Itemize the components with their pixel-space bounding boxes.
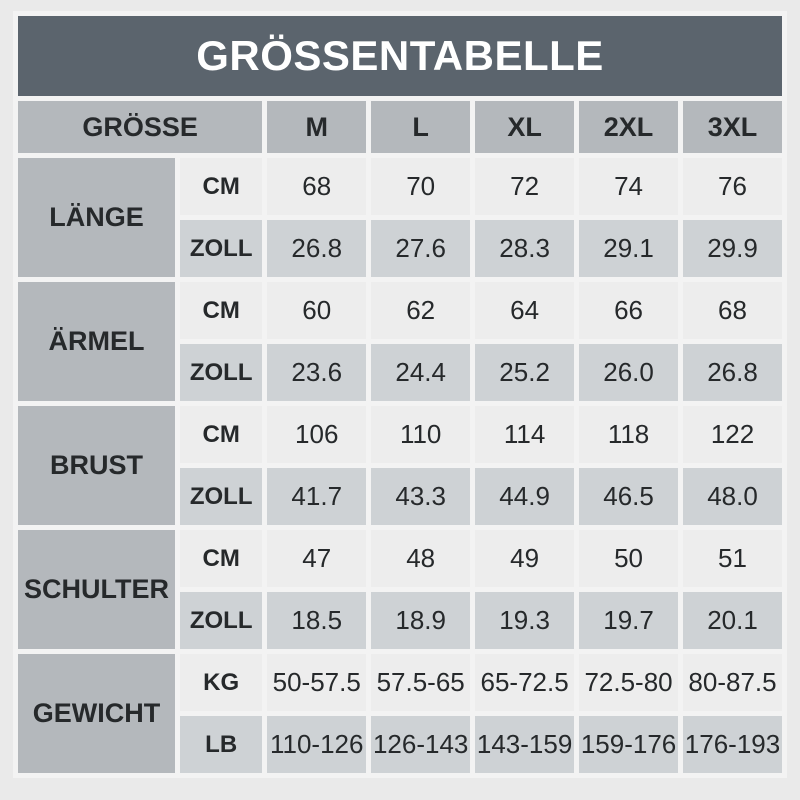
size-value-cell: 24.4 <box>371 344 471 401</box>
size-value-cell: 110 <box>371 406 471 463</box>
category-label: GEWICHT <box>18 654 176 773</box>
size-column-header-2xl: 2XL <box>579 101 679 153</box>
size-value-cell: 20.1 <box>683 592 782 649</box>
size-value-cell: 62 <box>371 282 471 339</box>
size-value-cell: 80-87.5 <box>683 654 782 711</box>
size-value-cell: 25.2 <box>475 344 575 401</box>
size-value-cell: 29.1 <box>579 220 679 277</box>
unit-label: CM <box>180 158 263 215</box>
measurement-row: BRUST CM 106 110 114 118 122 <box>18 406 782 525</box>
size-value-cell: 74 <box>579 158 679 215</box>
size-column-header-l: L <box>371 101 471 153</box>
size-value-cell: 76 <box>683 158 782 215</box>
page-title: GRÖSSENTABELLE <box>18 16 782 96</box>
size-value-cell: 44.9 <box>475 468 575 525</box>
measurement-row: GEWICHT KG 50-57.5 57.5-65 65-72.5 72.5-80 80-… <box>18 654 782 773</box>
size-value-cell: 51 <box>683 530 782 587</box>
unit-label: ZOLL <box>180 220 263 277</box>
unit-label: ZOLL <box>180 468 263 525</box>
size-value-cell: 72.5-80 <box>579 654 679 711</box>
size-value-cell: 19.7 <box>579 592 679 649</box>
measurement-row: LÄNGE CM 68 70 72 74 76 <box>18 158 782 277</box>
size-header-row: GRÖSSE M L XL 2XL 3XL <box>18 101 782 153</box>
size-value-cell: 68 <box>267 158 367 215</box>
size-value-cell: 28.3 <box>475 220 575 277</box>
category-label: LÄNGE <box>18 158 176 277</box>
unit-label: CM <box>180 406 263 463</box>
size-column-header-xl: XL <box>475 101 575 153</box>
size-value-cell: 26.0 <box>579 344 679 401</box>
size-value-cell: 50 <box>579 530 679 587</box>
size-value-cell: 143-159 <box>475 716 575 773</box>
size-chart-table: GRÖSSENTABELLE GRÖSSE M L XL 2XL 3XL LÄN… <box>13 11 787 778</box>
unit-label: CM <box>180 530 263 587</box>
size-value-cell: 114 <box>475 406 575 463</box>
measurement-row: ZOLL 41.7 43.3 44.9 46.5 48.0 <box>18 468 782 525</box>
category-label: SCHULTER <box>18 530 176 649</box>
measurement-row: ZOLL 23.6 24.4 25.2 26.0 26.8 <box>18 344 782 401</box>
size-value-cell: 64 <box>475 282 575 339</box>
size-value-cell: 48.0 <box>683 468 782 525</box>
unit-label: ZOLL <box>180 592 263 649</box>
measurement-row: ÄRMEL CM 60 62 64 66 68 <box>18 282 782 401</box>
measurement-row: SCHULTER CM 47 48 49 50 51 <box>18 530 782 649</box>
size-value-cell: 27.6 <box>371 220 471 277</box>
size-value-cell: 41.7 <box>267 468 367 525</box>
size-value-cell: 43.3 <box>371 468 471 525</box>
size-value-cell: 66 <box>579 282 679 339</box>
measurement-row: ZOLL 18.5 18.9 19.3 19.7 20.1 <box>18 592 782 649</box>
size-value-cell: 122 <box>683 406 782 463</box>
size-value-cell: 19.3 <box>475 592 575 649</box>
size-value-cell: 46.5 <box>579 468 679 525</box>
size-column-header-m: M <box>267 101 367 153</box>
size-value-cell: 57.5-65 <box>371 654 471 711</box>
size-value-cell: 18.5 <box>267 592 367 649</box>
size-value-cell: 23.6 <box>267 344 367 401</box>
size-value-cell: 110-126 <box>267 716 367 773</box>
size-value-cell: 106 <box>267 406 367 463</box>
unit-label: CM <box>180 282 263 339</box>
size-value-cell: 126-143 <box>371 716 471 773</box>
size-value-cell: 159-176 <box>579 716 679 773</box>
size-value-cell: 26.8 <box>683 344 782 401</box>
unit-label: LB <box>180 716 263 773</box>
size-column-header-3xl: 3XL <box>683 101 782 153</box>
unit-label: ZOLL <box>180 344 263 401</box>
size-value-cell: 29.9 <box>683 220 782 277</box>
measurement-row: ZOLL 26.8 27.6 28.3 29.1 29.9 <box>18 220 782 277</box>
size-value-cell: 65-72.5 <box>475 654 575 711</box>
title-row: GRÖSSENTABELLE <box>18 16 782 96</box>
unit-label: KG <box>180 654 263 711</box>
size-value-cell: 68 <box>683 282 782 339</box>
size-value-cell: 48 <box>371 530 471 587</box>
size-value-cell: 70 <box>371 158 471 215</box>
size-value-cell: 60 <box>267 282 367 339</box>
measurement-row: LB 110-126 126-143 143-159 159-176 176-193 <box>18 716 782 773</box>
size-value-cell: 18.9 <box>371 592 471 649</box>
size-value-cell: 47 <box>267 530 367 587</box>
size-value-cell: 49 <box>475 530 575 587</box>
category-label: ÄRMEL <box>18 282 176 401</box>
size-value-cell: 26.8 <box>267 220 367 277</box>
size-value-cell: 118 <box>579 406 679 463</box>
category-label: BRUST <box>18 406 176 525</box>
size-value-cell: 50-57.5 <box>267 654 367 711</box>
size-value-cell: 72 <box>475 158 575 215</box>
size-label-header: GRÖSSE <box>18 101 263 153</box>
size-value-cell: 176-193 <box>683 716 782 773</box>
